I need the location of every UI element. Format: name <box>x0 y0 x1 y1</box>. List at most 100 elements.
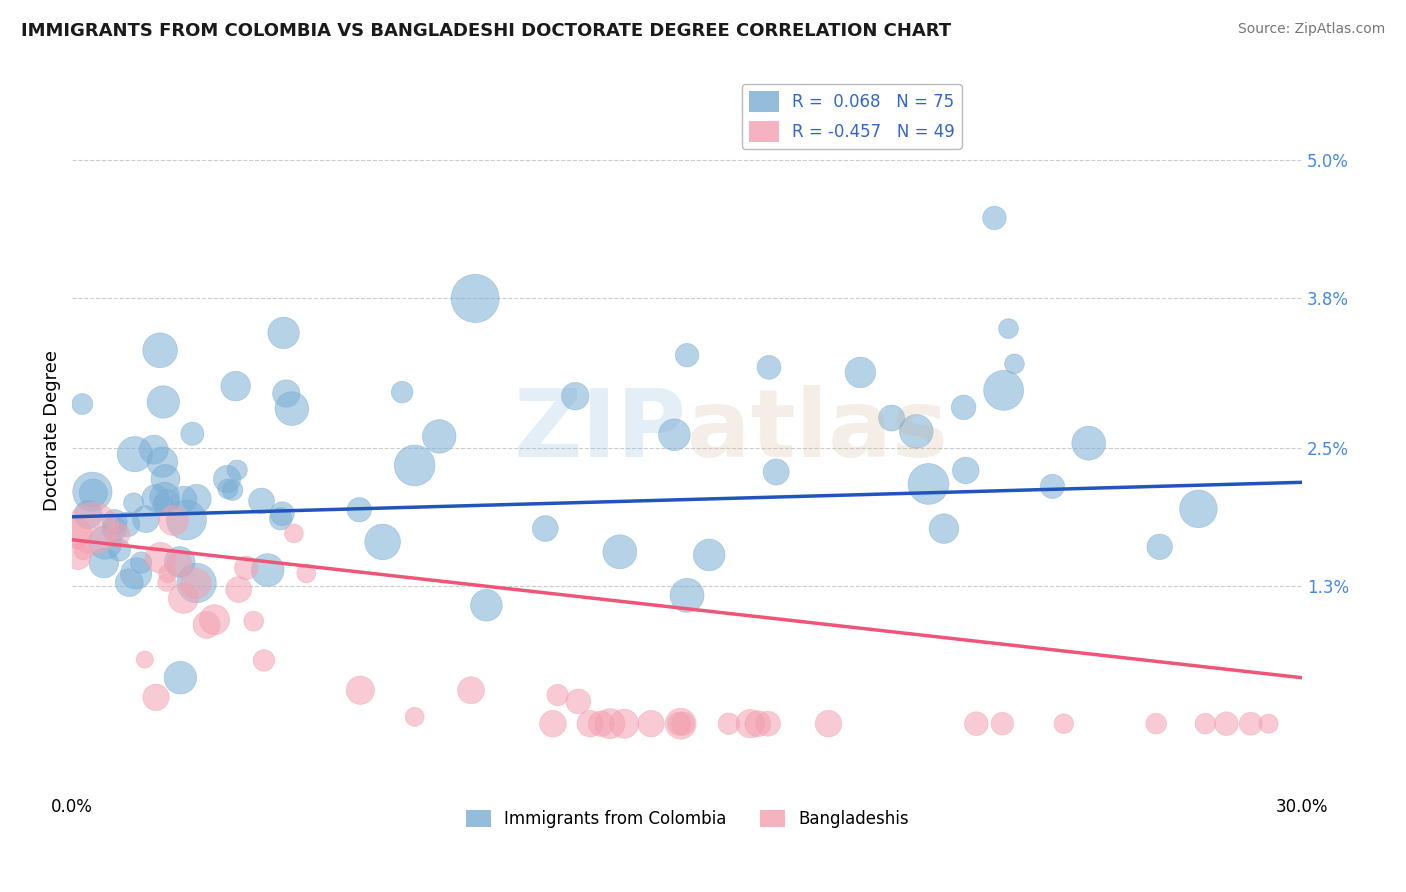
Point <box>172 591 194 606</box>
Point <box>349 502 371 516</box>
Point <box>215 472 238 486</box>
Point <box>273 326 295 340</box>
Point <box>756 716 779 731</box>
Point <box>905 425 928 439</box>
Point <box>955 463 977 477</box>
Point <box>65 526 87 541</box>
Point <box>747 716 769 731</box>
Point <box>228 582 250 597</box>
Text: Source: ZipAtlas.com: Source: ZipAtlas.com <box>1237 22 1385 37</box>
Point <box>283 526 305 541</box>
Point <box>371 535 394 549</box>
Point <box>204 613 226 627</box>
Point <box>242 614 264 628</box>
Point <box>117 517 139 532</box>
Point <box>464 292 486 306</box>
Point <box>181 426 204 441</box>
Point <box>103 522 125 536</box>
Point <box>817 716 839 731</box>
Point <box>591 716 613 731</box>
Point <box>427 429 450 443</box>
Point <box>149 343 172 358</box>
Point <box>541 716 564 731</box>
Point <box>676 348 699 362</box>
Point <box>253 653 276 667</box>
Point <box>152 455 174 469</box>
Point <box>391 385 413 400</box>
Text: ZIP: ZIP <box>515 384 688 476</box>
Point <box>153 490 176 504</box>
Point <box>758 360 780 375</box>
Point <box>1240 716 1263 731</box>
Point <box>145 690 167 705</box>
Point <box>613 716 636 731</box>
Point <box>162 514 184 528</box>
Point <box>217 482 239 496</box>
Point <box>1042 479 1064 493</box>
Point <box>125 566 148 581</box>
Point <box>965 716 987 731</box>
Point <box>534 521 557 535</box>
Point <box>404 710 426 724</box>
Point <box>173 492 195 507</box>
Point <box>270 511 292 525</box>
Point <box>599 716 621 731</box>
Point <box>1215 716 1237 731</box>
Point <box>640 716 662 731</box>
Point <box>880 411 903 425</box>
Point <box>82 484 104 499</box>
Point <box>256 563 278 577</box>
Point <box>271 507 294 521</box>
Text: atlas: atlas <box>688 384 948 476</box>
Point <box>1144 716 1167 731</box>
Point <box>295 566 318 581</box>
Point <box>118 575 141 590</box>
Point <box>221 483 243 498</box>
Point <box>195 618 218 632</box>
Point <box>281 401 304 416</box>
Point <box>66 549 89 564</box>
Point <box>1053 716 1076 731</box>
Point <box>108 543 131 558</box>
Point <box>226 463 249 477</box>
Point <box>122 496 145 510</box>
Point <box>104 515 127 529</box>
Point <box>672 716 695 731</box>
Point <box>547 688 569 702</box>
Point <box>156 566 179 581</box>
Point <box>169 671 191 685</box>
Y-axis label: Doctorate Degree: Doctorate Degree <box>44 350 60 511</box>
Point <box>77 508 100 522</box>
Point <box>664 427 686 442</box>
Point <box>983 211 1005 225</box>
Point <box>475 599 498 613</box>
Point <box>155 472 177 486</box>
Point <box>917 477 939 491</box>
Point <box>167 557 190 571</box>
Point <box>697 548 720 562</box>
Point <box>72 397 94 411</box>
Point <box>135 512 157 526</box>
Point <box>349 683 371 698</box>
Point <box>609 545 631 559</box>
Point <box>186 491 208 506</box>
Point <box>567 694 589 708</box>
Point <box>740 716 762 731</box>
Point <box>184 576 207 591</box>
Legend: Immigrants from Colombia, Bangladeshis: Immigrants from Colombia, Bangladeshis <box>458 804 915 835</box>
Point <box>765 465 787 479</box>
Point <box>169 555 191 569</box>
Point <box>1257 716 1279 731</box>
Point <box>460 683 482 698</box>
Point <box>129 556 152 570</box>
Point <box>1194 716 1216 731</box>
Point <box>849 366 872 380</box>
Point <box>107 527 129 541</box>
Point <box>145 491 167 505</box>
Point <box>1149 540 1171 554</box>
Point <box>152 497 174 511</box>
Point <box>997 321 1019 335</box>
Point <box>276 386 298 401</box>
Point <box>579 716 602 731</box>
Point <box>156 495 179 509</box>
